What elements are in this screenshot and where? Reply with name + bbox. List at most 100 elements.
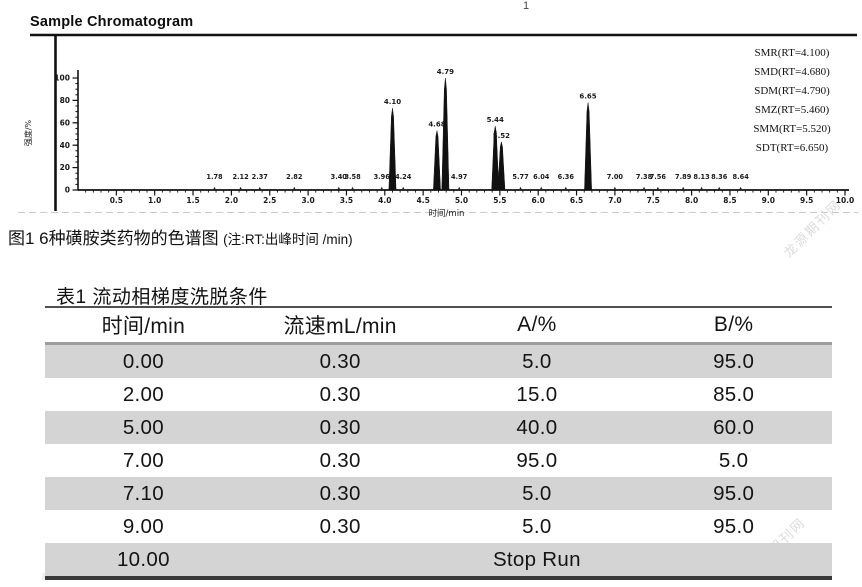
- minor-peak-label: 5.77: [512, 173, 529, 181]
- peak-label: 4.79: [437, 68, 454, 76]
- x-tick-label: 3.0: [301, 196, 314, 205]
- table-row: 9.00 0.30 5.0 95.0: [45, 510, 832, 543]
- legend-entry: SMM(RT=5.520): [753, 123, 831, 135]
- table-cell: 15.0: [516, 382, 558, 406]
- table-cell: 7.00: [122, 448, 164, 472]
- chromatogram-minor-peak: [457, 186, 461, 190]
- chromatogram-minor-peak: [239, 186, 243, 190]
- table-cell: 95.0: [713, 514, 755, 538]
- table-cell: 0.30: [319, 415, 361, 439]
- chromatogram-minor-peak: [539, 186, 543, 190]
- chromatogram-peak: [584, 102, 592, 191]
- table-title: 表1 流动相梯度洗脱条件: [56, 287, 268, 308]
- chromatogram-minor-peak: [401, 186, 405, 190]
- table-cell: 0.30: [319, 448, 361, 472]
- minor-peak-label: 3.58: [344, 173, 361, 181]
- chromatogram-minor-peak: [739, 186, 743, 190]
- chromatogram-peak: [497, 141, 506, 191]
- x-tick-label: 2.5: [263, 196, 276, 205]
- x-tick-label: 9.0: [762, 196, 775, 205]
- legend-entry: SDT(RT=6.650): [755, 142, 829, 154]
- table-cell: 85.0: [713, 382, 755, 406]
- table-cell-stop-run: Stop Run: [492, 547, 581, 571]
- x-tick-label: 2.0: [225, 196, 238, 205]
- chromatogram-minor-peak: [564, 186, 568, 190]
- table-cell: 2.00: [122, 382, 164, 406]
- x-tick-label: 5.0: [455, 196, 468, 205]
- chromatogram-peak: [441, 77, 450, 191]
- minor-peak-label: 7.38: [636, 173, 653, 181]
- table-cell: 5.0: [522, 481, 552, 505]
- x-tick-label: 8.0: [685, 196, 698, 205]
- x-tick-label: 1.0: [148, 196, 161, 205]
- minor-peak-label: 7.89: [675, 173, 692, 181]
- table-row: 0.00 0.30 5.0 95.0: [45, 343, 832, 378]
- minor-peak-label: 3.40: [331, 173, 348, 181]
- minor-peak-label: 8.36: [711, 173, 728, 181]
- minor-peak-label: 2.12: [232, 173, 249, 181]
- minor-peak-label: 4.97: [451, 173, 468, 181]
- chromatogram-minor-peak: [613, 186, 617, 190]
- minor-peak-label: 8.64: [733, 173, 750, 181]
- table-cell: 5.0: [718, 448, 749, 472]
- table-row: 2.00 0.30 15.0 85.0: [45, 378, 832, 411]
- chromatogram-minor-peak: [337, 186, 341, 190]
- table-cell: 40.0: [516, 415, 558, 439]
- table-cell: 10.00: [116, 547, 170, 571]
- table-cell: 5.0: [522, 514, 552, 538]
- chromatogram-peak: [388, 108, 397, 191]
- table-column-header: 时间/min: [45, 307, 242, 345]
- minor-peak-label: 6.36: [558, 173, 575, 181]
- x-tick-label: 1.5: [186, 196, 199, 205]
- x-tick-label: 3.5: [340, 196, 353, 205]
- y-tick-label: 20: [60, 163, 70, 172]
- x-tick-label: 7.0: [608, 196, 621, 205]
- table-cell: 0.30: [319, 481, 361, 505]
- y-tick-label: 40: [60, 141, 70, 150]
- peak-label: 5.52: [493, 132, 510, 140]
- x-tick-label: 8.5: [723, 196, 736, 205]
- minor-peak-label: 1.78: [206, 173, 223, 181]
- figure-caption: 图1 6种磺胺类药物的色谱图 (注:RT:出峰时间 /min): [8, 224, 353, 249]
- gradient-table: 时间/min 流速mL/min A/% B/% 0.00 0.30 5.0 95.0 2.00…: [45, 306, 832, 580]
- chromatogram-minor-peak: [717, 186, 721, 190]
- figure-caption-main: 图1 6种磺胺类药物的色谱图: [8, 229, 219, 248]
- table-row: 5.00 0.30 40.0 60.0: [45, 411, 832, 444]
- table-cell: 95.0: [713, 349, 755, 373]
- x-tick-label: 6.0: [532, 196, 545, 205]
- table-cell: 0.30: [319, 349, 361, 373]
- peak-label: 6.65: [579, 93, 596, 101]
- chromatogram-minor-peak: [350, 186, 355, 190]
- figure-caption-note: (注:RT:出峰时间 /min): [223, 232, 353, 247]
- table-cell: 5.00: [122, 415, 164, 439]
- chromatogram-title: Sample Chromatogram: [30, 14, 194, 30]
- chromatogram-minor-peak: [518, 186, 523, 190]
- legend-entry: SMR(RT=4.100): [754, 47, 830, 59]
- table-cell: 5.0: [522, 349, 552, 373]
- x-tick-label: 10.0: [836, 196, 855, 205]
- table-row-stop-run: 10.00 Stop Run: [45, 543, 832, 578]
- peak-label: 4.10: [384, 98, 401, 106]
- x-tick-label: 9.5: [800, 196, 813, 205]
- table-cell: 95.0: [516, 448, 558, 472]
- table-column-header: B/%: [635, 307, 832, 345]
- table-cell: 7.10: [122, 481, 164, 505]
- minor-peak-label: 3.96: [374, 173, 391, 181]
- minor-peak-label: 6.04: [533, 173, 550, 181]
- table-column-header: A/%: [438, 307, 636, 345]
- chromatogram-minor-peak: [258, 186, 262, 190]
- table-cell: 9.00: [122, 514, 164, 538]
- legend-entry: SMD(RT=4.680): [754, 66, 830, 78]
- minor-peak-label: 7.56: [650, 173, 667, 181]
- minor-peak-label: 7.00: [607, 173, 624, 181]
- table-column-header: 流速mL/min: [241, 307, 439, 345]
- peak-label: 5.44: [487, 116, 504, 124]
- table-cell: 0.30: [319, 514, 361, 538]
- y-tick-label: 0: [65, 186, 70, 195]
- y-tick-label: 60: [60, 118, 70, 127]
- page-number-mark: 1: [522, 0, 530, 12]
- chromatogram-minor-peak: [642, 186, 646, 190]
- x-tick-label: 7.5: [647, 196, 660, 205]
- minor-peak-label: 8.13: [693, 173, 710, 181]
